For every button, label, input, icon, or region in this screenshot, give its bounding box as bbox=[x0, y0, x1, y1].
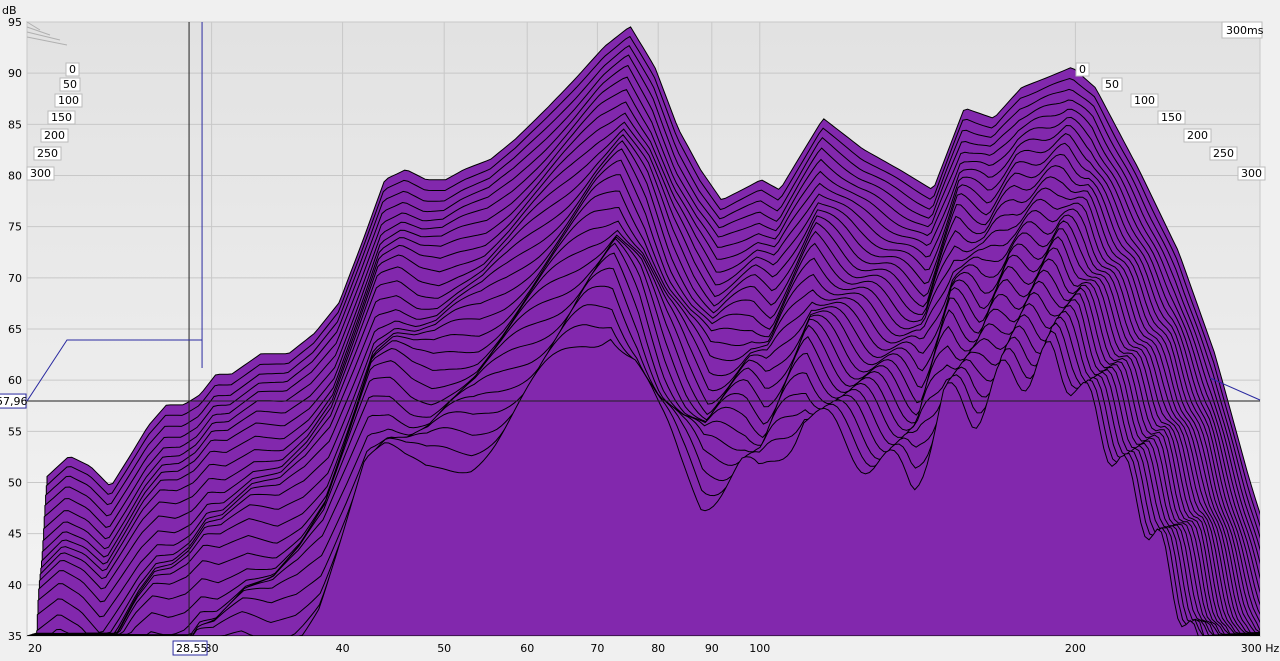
waterfall-slices bbox=[27, 26, 1260, 636]
axis-labels: dB 35 40 45 50 55 60 65 70 75 80 85 90 95 20 30 40 50 60 70… bbox=[0, 4, 1280, 656]
y-unit-label: dB bbox=[2, 4, 17, 17]
x-tick-label: 90 bbox=[705, 642, 719, 655]
y-tick-label: 35 bbox=[8, 630, 22, 643]
svg-text:150: 150 bbox=[51, 111, 72, 124]
y-tick-label: 45 bbox=[8, 528, 22, 541]
svg-text:28,55: 28,55 bbox=[176, 642, 208, 655]
time-tick-left: 300 bbox=[26, 166, 55, 181]
time-tick-right: 250 bbox=[1209, 146, 1238, 161]
time-tick-left: 200 bbox=[40, 128, 69, 143]
time-tick-left: 150 bbox=[47, 110, 76, 125]
svg-text:200: 200 bbox=[44, 129, 65, 142]
y-tick-label: 40 bbox=[8, 579, 22, 592]
svg-text:300: 300 bbox=[30, 167, 51, 180]
x-tick-label: 40 bbox=[336, 642, 350, 655]
x-tick-label: 80 bbox=[651, 642, 665, 655]
svg-text:0: 0 bbox=[69, 63, 76, 76]
y-tick-label: 75 bbox=[8, 221, 22, 234]
y-tick-label: 50 bbox=[8, 477, 22, 490]
svg-text:100: 100 bbox=[1134, 94, 1155, 107]
x-tick-label: 60 bbox=[520, 642, 534, 655]
y-tick-label: 80 bbox=[8, 170, 22, 183]
y-tick-label: 60 bbox=[8, 374, 22, 387]
svg-text:300ms: 300ms bbox=[1226, 24, 1264, 37]
time-tick-right: 50 bbox=[1101, 77, 1123, 92]
time-axis-end: 300ms bbox=[1221, 21, 1264, 39]
time-tick-right: 200 bbox=[1183, 128, 1212, 143]
time-tick-left: 0 bbox=[65, 62, 80, 77]
time-tick-left: 250 bbox=[33, 146, 62, 161]
time-tick-right: 0 bbox=[1075, 62, 1090, 77]
y-tick-label: 70 bbox=[8, 272, 22, 285]
time-tick-right: 300 bbox=[1237, 166, 1266, 181]
y-tick-label: 85 bbox=[8, 118, 22, 131]
cursor-lines bbox=[26, 22, 1261, 636]
svg-text:250: 250 bbox=[1213, 147, 1234, 160]
y-tick-label: 90 bbox=[8, 67, 22, 80]
x-tick-label: 20 bbox=[28, 642, 42, 655]
x-tick-label: 70 bbox=[590, 642, 604, 655]
y-tick-label: 55 bbox=[8, 425, 22, 438]
svg-text:100: 100 bbox=[58, 94, 79, 107]
svg-text:250: 250 bbox=[37, 147, 58, 160]
svg-text:200: 200 bbox=[1187, 129, 1208, 142]
svg-text:50: 50 bbox=[1105, 78, 1119, 91]
x-tick-label: 30 bbox=[205, 642, 219, 655]
cursor-level-readout: 57,96 bbox=[0, 393, 28, 409]
x-tick-label: 200 bbox=[1065, 642, 1086, 655]
svg-text:0: 0 bbox=[1079, 63, 1086, 76]
time-tick-left: 50 bbox=[59, 77, 81, 92]
svg-text:50: 50 bbox=[63, 78, 77, 91]
waterfall-slice bbox=[27, 338, 1260, 636]
x-tick-label: 300 Hz bbox=[1241, 642, 1280, 655]
svg-text:300: 300 bbox=[1241, 167, 1262, 180]
y-tick-label: 95 bbox=[8, 16, 22, 29]
svg-text:57,96: 57,96 bbox=[0, 395, 28, 408]
time-tick-right: 100 bbox=[1130, 93, 1159, 108]
svg-text:150: 150 bbox=[1161, 111, 1182, 124]
time-tick-right: 150 bbox=[1157, 110, 1186, 125]
y-tick-label: 65 bbox=[8, 323, 22, 336]
x-tick-label: 100 bbox=[749, 642, 770, 655]
time-tick-left: 100 bbox=[54, 93, 83, 108]
cursor-freq-readout: 28,55 bbox=[172, 640, 208, 656]
x-tick-label: 50 bbox=[437, 642, 451, 655]
